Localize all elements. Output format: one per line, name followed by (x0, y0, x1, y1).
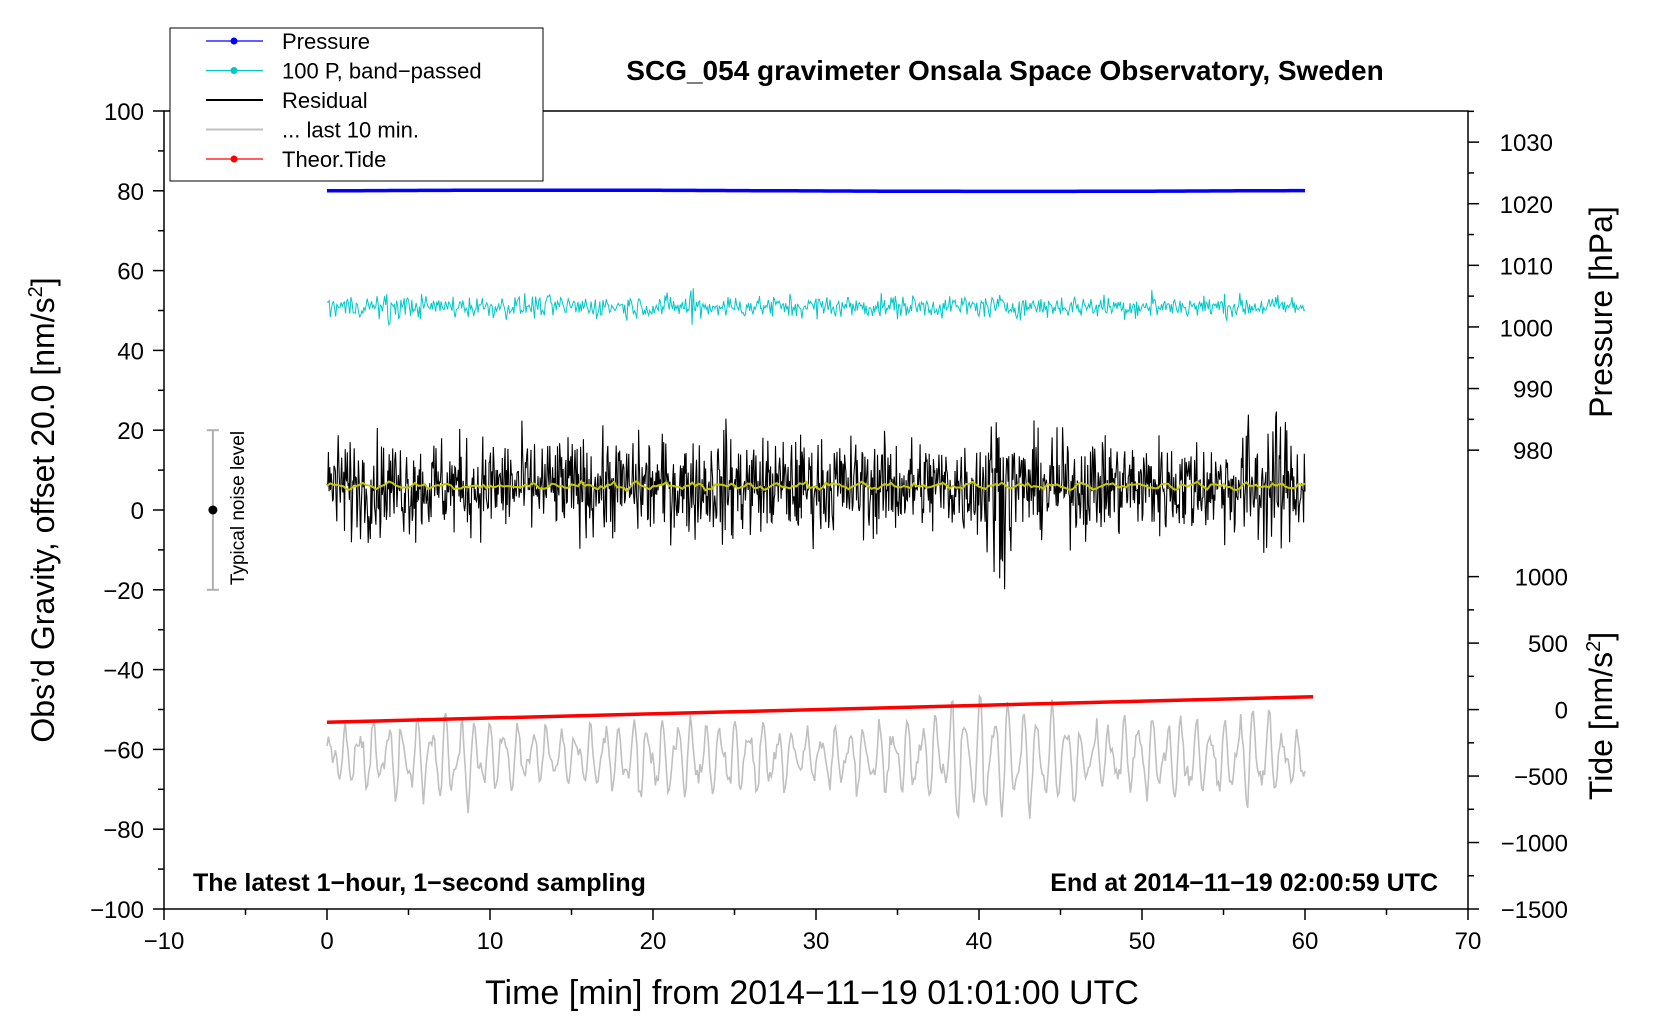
x-tick-label: 70 (1455, 928, 1482, 955)
x-tick-label: 60 (1292, 928, 1319, 955)
pressure-tick-label: 1010 (1500, 253, 1553, 280)
legend-marker (230, 37, 238, 45)
pressure-tick-label: 1030 (1500, 130, 1553, 157)
annotation-right: End at 2014−11−19 02:00:59 UTC (1050, 869, 1438, 897)
legend-label: 100 P, band−passed (282, 59, 482, 84)
x-tick-label: 40 (966, 928, 993, 955)
legend-label: Pressure (282, 29, 370, 54)
pressure-tick-label: 1020 (1500, 192, 1553, 219)
y-tick-label: −20 (103, 578, 144, 605)
tide-tick-label: 0 (1555, 698, 1568, 725)
y-tick-label: 80 (117, 179, 144, 206)
legend-box (169, 27, 544, 182)
y-axis-label-pressure: Pressure [hPa] (1583, 206, 1619, 418)
chart-title: SCG_054 gravimeter Onsala Space Observat… (626, 55, 1383, 86)
annotation-left: The latest 1−hour, 1−second sampling (193, 869, 646, 897)
pressure-tick-label: 980 (1513, 438, 1553, 465)
tide-tick-label: −500 (1514, 764, 1568, 791)
series-residual-smoothed (326, 479, 1306, 493)
x-tick-label: 20 (640, 928, 667, 955)
y-tick-label: 60 (117, 259, 144, 286)
pressure-tick-label: 990 (1513, 377, 1553, 404)
noise-level-label: Typical noise level (228, 431, 249, 585)
x-tick-label: 50 (1129, 928, 1156, 955)
pressure-tick-label: 1000 (1500, 315, 1553, 342)
tide-tick-label: −1500 (1501, 897, 1568, 924)
x-tick-label: 10 (477, 928, 504, 955)
legend-label: Residual (282, 88, 368, 113)
y-axis-label-left: Obs’d Gravity, offset 20.0 [nm/s2] (25, 277, 61, 742)
x-tick-label: −10 (144, 928, 185, 955)
y-tick-label: 20 (117, 418, 144, 445)
legend-label: Theor.Tide (282, 147, 386, 172)
y-tick-label: −80 (103, 817, 144, 844)
tide-tick-label: 500 (1528, 631, 1568, 658)
tide-tick-label: 1000 (1515, 565, 1568, 592)
tide-tick-label: −1000 (1501, 830, 1568, 857)
y-axis-label-tide: Tide [nm/s2] (1583, 632, 1619, 800)
x-tick-label: 0 (320, 928, 333, 955)
series-theor-tide (326, 694, 1314, 725)
y-tick-label: 40 (117, 338, 144, 365)
y-tick-label: −100 (90, 897, 144, 924)
series-residual (326, 411, 1306, 590)
series-layer (206, 188, 1314, 820)
y-tick-label: −60 (103, 737, 144, 764)
series-pressure-bandpassed (326, 288, 1306, 327)
noise-level-dot (208, 505, 218, 515)
x-axis-label: Time [min] from 2014−11−19 01:01:00 UTC (485, 974, 1139, 1012)
y-tick-label: 0 (131, 498, 144, 525)
axes-layer: −10 0 10 20 30 40 50 60 70100806040200−20−40−60−… (90, 99, 1568, 955)
series-pressure (327, 188, 1305, 194)
legend-label: ... last 10 min. (282, 118, 419, 143)
y-tick-label: 100 (104, 99, 144, 126)
legend-marker (230, 155, 238, 163)
legend-marker (230, 67, 238, 74)
y-tick-label: −40 (103, 658, 144, 685)
x-tick-label: 30 (803, 928, 830, 955)
series-last-10-min (326, 693, 1306, 820)
legend: Pressure 100 P, band−passed Residual ... la… (169, 27, 544, 182)
